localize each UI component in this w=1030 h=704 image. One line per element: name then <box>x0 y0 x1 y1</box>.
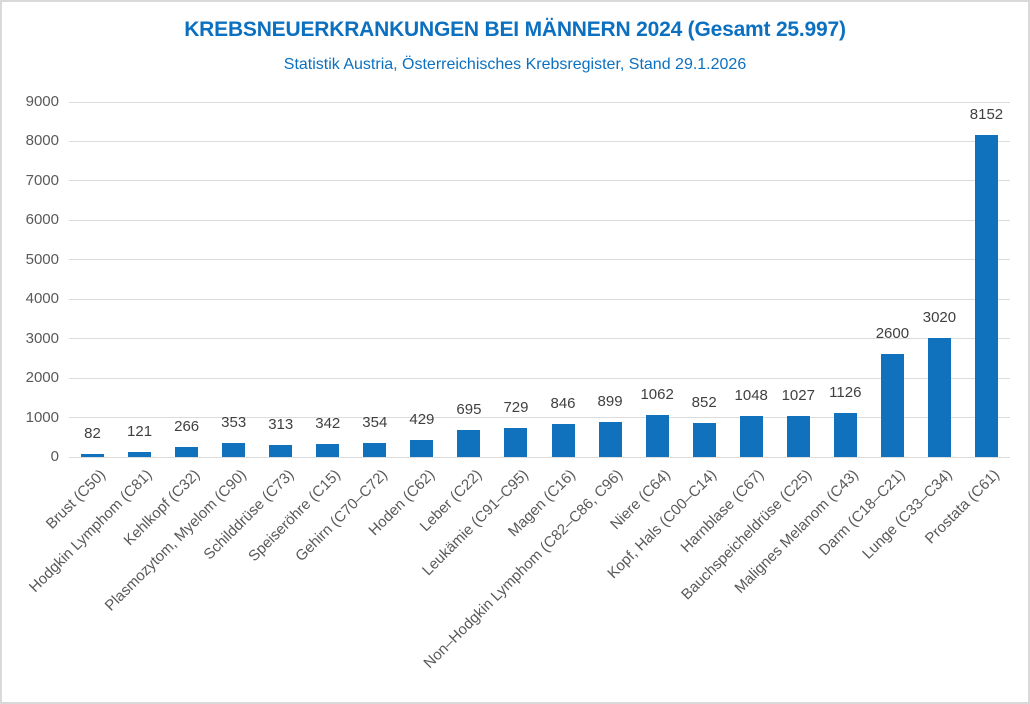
gridline-6000 <box>69 219 1010 221</box>
bar-19 <box>974 135 998 457</box>
y-tick-label-1000: 1000 <box>25 408 59 426</box>
bar-18 <box>927 337 951 457</box>
bar-value-label-1: 121 <box>127 423 153 441</box>
bar-0 <box>81 453 105 457</box>
bar-value-label-11: 899 <box>597 392 623 410</box>
bar-value-label-13: 852 <box>691 394 717 412</box>
bar-value-label-7: 429 <box>409 411 435 429</box>
bar-value-label-0: 82 <box>84 424 101 442</box>
chart-subtitle: Statistik Austria, Österreichisches Kreb… <box>283 56 747 73</box>
bar-value-label-8: 695 <box>456 400 482 418</box>
bar-3 <box>222 443 246 457</box>
bar-value-label-10: 846 <box>550 394 576 412</box>
bar-value-label-19: 8152 <box>969 106 1004 124</box>
gridline-7000 <box>69 180 1010 182</box>
gridline-2000 <box>69 377 1010 379</box>
bar-value-label-3: 353 <box>221 414 247 432</box>
bar-1 <box>128 452 152 457</box>
bar-9 <box>504 428 528 457</box>
bar-7 <box>410 440 434 457</box>
y-tick-label-4000: 4000 <box>25 290 59 308</box>
y-tick-label-6000: 6000 <box>25 211 59 229</box>
gridline-9000 <box>69 101 1010 103</box>
bar-14 <box>739 415 763 457</box>
gridline-3000 <box>69 338 1010 340</box>
bar-5 <box>316 443 340 457</box>
y-tick-label-5000: 5000 <box>25 250 59 268</box>
gridline-0 <box>69 456 1010 458</box>
y-tick-label-8000: 8000 <box>25 132 59 150</box>
y-tick-label-0: 0 <box>50 448 59 465</box>
bar-8 <box>457 429 481 457</box>
bar-value-label-17: 2600 <box>875 325 910 343</box>
bar-value-label-16: 1126 <box>829 383 862 401</box>
y-tick-label-9000: 9000 <box>25 93 59 110</box>
bar-16 <box>833 412 857 457</box>
bar-13 <box>692 423 716 457</box>
bar-value-label-2: 266 <box>174 417 200 435</box>
y-tick-label-7000: 7000 <box>25 171 59 189</box>
bar-value-label-14: 1048 <box>734 386 768 404</box>
bar-value-label-18: 3020 <box>922 308 957 326</box>
bar-12 <box>645 415 669 457</box>
y-tick-label-2000: 2000 <box>25 369 59 387</box>
bar-value-label-12: 1062 <box>640 386 674 404</box>
bar-17 <box>880 354 904 457</box>
gridline-8000 <box>69 140 1010 142</box>
gridline-5000 <box>69 259 1010 261</box>
bar-value-label-6: 354 <box>362 414 388 432</box>
bar-value-label-15: 1027 <box>781 387 815 405</box>
x-label-14: Harnblase (C67) <box>677 466 768 557</box>
bar-2 <box>175 446 199 457</box>
bar-value-label-4: 313 <box>268 415 294 433</box>
bar-6 <box>363 443 387 457</box>
bar-value-label-5: 342 <box>315 414 341 432</box>
gridline-1000 <box>69 417 1010 419</box>
bar-15 <box>786 416 810 457</box>
y-tick-label-3000: 3000 <box>25 329 59 347</box>
bar-10 <box>551 423 575 457</box>
bar-4 <box>269 444 293 457</box>
gridline-4000 <box>69 298 1010 300</box>
bar-11 <box>598 421 622 457</box>
chart-title: KREBSNEUERKRANKUNGEN BEI MÄNNERN 2024 (G… <box>184 18 846 41</box>
bar-value-label-9: 729 <box>503 399 529 417</box>
